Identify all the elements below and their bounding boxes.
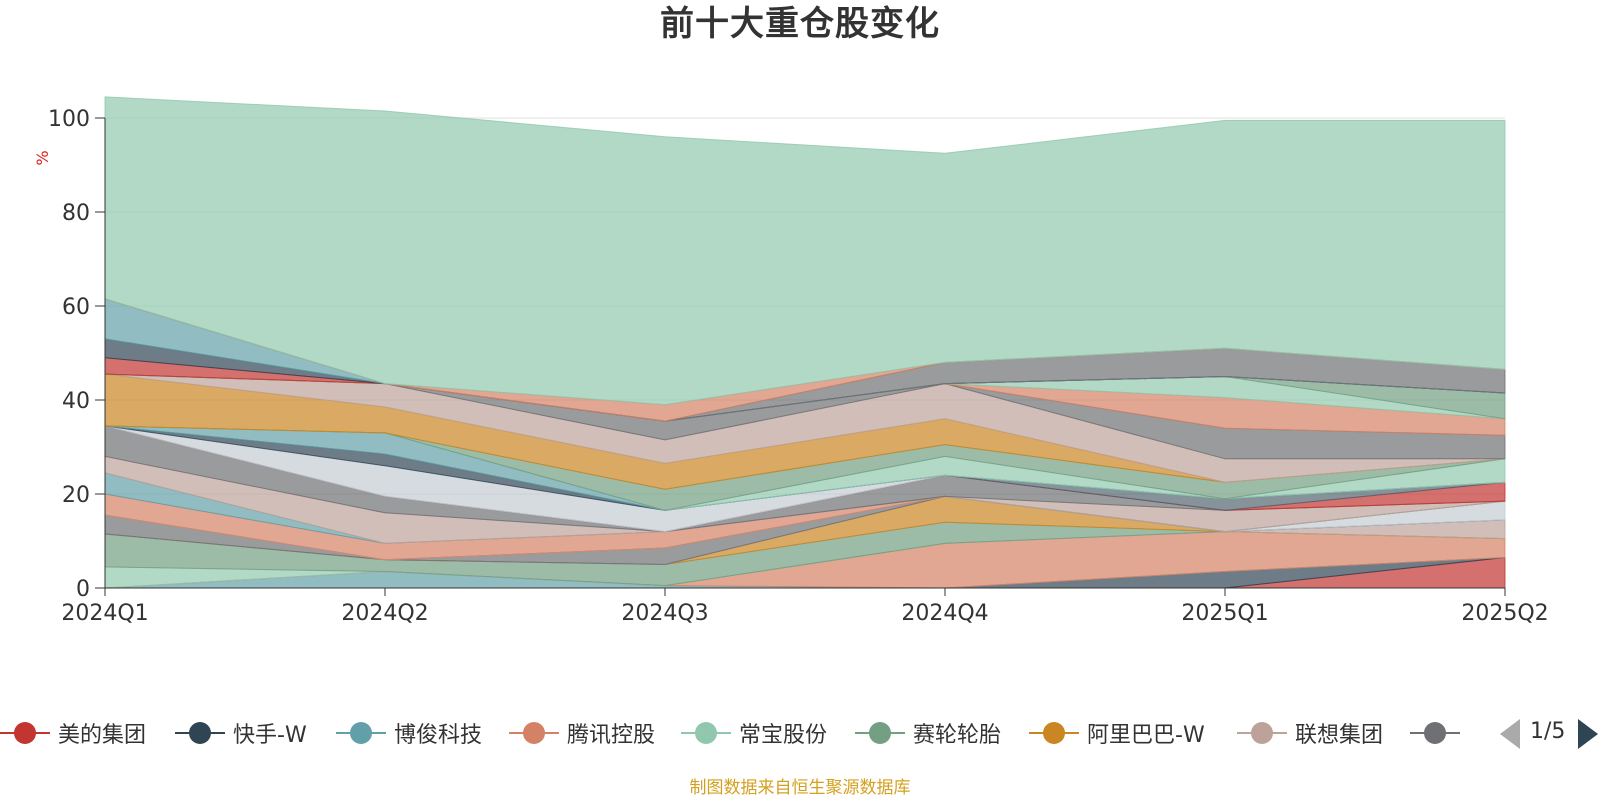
legend-item[interactable]: 联想集团 bbox=[1237, 715, 1383, 751]
legend-item[interactable]: 博俊科技 bbox=[336, 715, 482, 751]
legend-label: 联想集团 bbox=[1295, 723, 1384, 748]
y-tick-label: 20 bbox=[62, 483, 90, 508]
x-tick-label: 2024Q3 bbox=[621, 601, 708, 626]
legend-label: 常宝股份 bbox=[739, 723, 828, 748]
y-axis-unit-label: % bbox=[33, 150, 52, 165]
legend-page-indicator: 1/5 bbox=[1530, 719, 1566, 744]
legend-label: 博俊科技 bbox=[394, 723, 483, 748]
y-tick-label: 0 bbox=[76, 577, 90, 602]
legend-label: 快手-W bbox=[233, 723, 307, 748]
legend-marker-icon bbox=[509, 715, 559, 751]
x-tick-label: 2025Q1 bbox=[1181, 601, 1268, 626]
x-tick-label: 2025Q2 bbox=[1461, 601, 1548, 626]
x-tick-label: 2024Q1 bbox=[61, 601, 148, 626]
data-source-note: 制图数据来自恒生聚源数据库 bbox=[689, 778, 911, 798]
legend-marker-icon bbox=[175, 715, 225, 751]
legend-item[interactable]: 美的集团 bbox=[0, 715, 146, 751]
legend-label: 阿里巴巴-W bbox=[1087, 723, 1205, 748]
legend-item[interactable]: 常宝股份 bbox=[681, 715, 827, 751]
legend-label: 腾讯控股 bbox=[567, 723, 656, 748]
legend-marker-icon bbox=[855, 715, 905, 751]
legend-marker-icon bbox=[1410, 715, 1460, 751]
legend-item[interactable] bbox=[1410, 715, 1460, 751]
x-tick-label: 2024Q4 bbox=[901, 601, 988, 626]
legend-marker-icon bbox=[1029, 715, 1079, 751]
legend-item[interactable]: 赛轮轮胎 bbox=[855, 715, 1001, 751]
legend-label: 美的集团 bbox=[58, 723, 147, 748]
area-series-group bbox=[104, 96, 1506, 589]
legend: 美的集团 快手-W 博俊科技 腾讯控股 常宝股份 赛轮轮胎 阿里巴巴-W 联想集团 bbox=[0, 715, 1600, 751]
legend-item[interactable]: 快手-W bbox=[175, 715, 307, 751]
legend-prev-page-icon[interactable] bbox=[1500, 719, 1520, 749]
legend-item[interactable]: 腾讯控股 bbox=[509, 715, 655, 751]
legend-next-page-icon[interactable] bbox=[1578, 719, 1598, 749]
legend-marker-icon bbox=[336, 715, 386, 751]
area-series-series-34 bbox=[104, 96, 1506, 406]
y-tick-label: 40 bbox=[62, 389, 90, 414]
y-tick-label: 60 bbox=[62, 295, 90, 320]
legend-item[interactable]: 阿里巴巴-W bbox=[1029, 715, 1205, 751]
legend-marker-icon bbox=[1237, 715, 1287, 751]
legend-marker-icon bbox=[681, 715, 731, 751]
legend-marker-icon bbox=[0, 715, 50, 751]
y-tick-label: 80 bbox=[62, 201, 90, 226]
legend-label: 赛轮轮胎 bbox=[913, 723, 1002, 748]
x-tick-label: 2024Q2 bbox=[341, 601, 428, 626]
axes: 0 20 40 60 80 100 2024Q1 2024Q2 2024Q3 2024Q4 2025… bbox=[33, 107, 1549, 626]
y-tick-label: 100 bbox=[48, 107, 90, 132]
chart-title: 前十大重仓股变化 bbox=[660, 4, 940, 44]
